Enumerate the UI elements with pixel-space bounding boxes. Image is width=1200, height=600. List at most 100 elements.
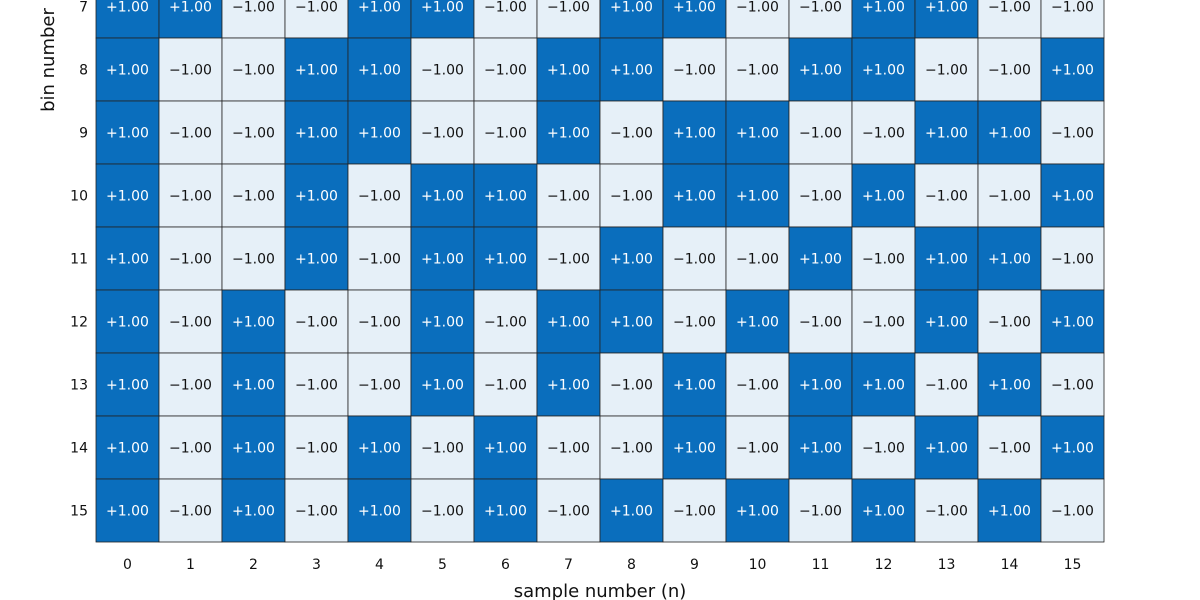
cell-value-label: −1.00 (925, 63, 968, 79)
y-tick-label: 13 (70, 378, 88, 394)
heatmap-cell (221, 226, 286, 291)
cell-value-label: −1.00 (484, 378, 527, 394)
heatmap-cell (725, 478, 790, 543)
cell-value-label: −1.00 (736, 441, 779, 457)
cell-value-label: +1.00 (736, 189, 779, 205)
cell-value-label: −1.00 (232, 63, 275, 79)
heatmap-cell (473, 0, 538, 39)
heatmap-cell (473, 352, 538, 417)
heatmap-cell (599, 163, 664, 228)
heatmap-cell (851, 289, 916, 354)
heatmap-cell (221, 415, 286, 480)
y-tick-label: 12 (70, 315, 88, 331)
heatmap-cell (347, 352, 412, 417)
heatmap-cell (662, 478, 727, 543)
heatmap-cell (410, 289, 475, 354)
cell-value-label: +1.00 (421, 315, 464, 331)
cell-value-label: +1.00 (547, 126, 590, 142)
x-tick-label: 3 (312, 557, 321, 573)
cell-value-label: +1.00 (736, 504, 779, 520)
x-tick-label: 0 (123, 557, 132, 573)
y-tick-label: 14 (70, 441, 88, 457)
cell-value-label: +1.00 (232, 441, 275, 457)
cell-value-label: −1.00 (169, 63, 212, 79)
cell-value-label: −1.00 (169, 189, 212, 205)
cell-value-label: +1.00 (736, 126, 779, 142)
cell-value-label: −1.00 (295, 315, 338, 331)
cell-value-label: +1.00 (106, 315, 149, 331)
heatmap-cell (977, 352, 1042, 417)
cell-value-label: −1.00 (547, 441, 590, 457)
cell-value-label: −1.00 (925, 189, 968, 205)
y-tick-label: 15 (70, 504, 88, 520)
cell-value-label: −1.00 (358, 252, 401, 268)
cell-value-label: −1.00 (358, 315, 401, 331)
cell-value-label: −1.00 (673, 63, 716, 79)
cell-value-label: +1.00 (673, 0, 716, 16)
cell-value-label: −1.00 (673, 504, 716, 520)
heatmap-cell (410, 0, 475, 39)
heatmap-cell (536, 100, 601, 165)
cell-value-label: +1.00 (799, 378, 842, 394)
cell-value-label: −1.00 (673, 252, 716, 268)
cell-value-label: +1.00 (736, 315, 779, 331)
cell-value-label: −1.00 (610, 126, 653, 142)
cell-value-label: −1.00 (988, 189, 1031, 205)
heatmap-cell (599, 415, 664, 480)
cell-value-label: −1.00 (799, 504, 842, 520)
cell-value-label: −1.00 (610, 378, 653, 394)
heatmap-cell (536, 478, 601, 543)
cell-value-label: −1.00 (358, 378, 401, 394)
cell-value-label: +1.00 (1051, 315, 1094, 331)
heatmap-cell (1040, 289, 1105, 354)
x-tick-label: 9 (690, 557, 699, 573)
x-tick-label: 10 (749, 557, 767, 573)
heatmap-cell (914, 100, 979, 165)
cell-value-label: −1.00 (1051, 378, 1094, 394)
cell-value-label: +1.00 (988, 504, 1031, 520)
y-tick-label: 7 (79, 0, 88, 16)
heatmap-cell (473, 478, 538, 543)
heatmap-cells: +1.00 +1.00 −1.00 −1.00 +1.00 +1.00 −1.00 −1.00… (95, 0, 1105, 543)
cell-value-label: −1.00 (736, 378, 779, 394)
heatmap-cell (662, 37, 727, 102)
cell-value-label: −1.00 (736, 0, 779, 16)
heatmap-cell (347, 289, 412, 354)
heatmap-cell (788, 478, 853, 543)
x-tick-label: 8 (627, 557, 636, 573)
cell-value-label: +1.00 (484, 441, 527, 457)
x-tick-label: 2 (249, 557, 258, 573)
cell-value-label: −1.00 (862, 126, 905, 142)
cell-value-label: +1.00 (106, 0, 149, 16)
heatmap-cell (725, 0, 790, 39)
cell-value-label: +1.00 (610, 504, 653, 520)
cell-value-label: +1.00 (1051, 441, 1094, 457)
heatmap-cell (158, 163, 223, 228)
cell-value-label: −1.00 (988, 63, 1031, 79)
heatmap-cell (536, 0, 601, 39)
cell-value-label: −1.00 (988, 315, 1031, 331)
heatmap-cell (95, 0, 160, 39)
cell-value-label: −1.00 (484, 63, 527, 79)
cell-value-label: +1.00 (799, 441, 842, 457)
cell-value-label: −1.00 (1051, 0, 1094, 16)
heatmap-cell (977, 37, 1042, 102)
heatmap-cell (914, 478, 979, 543)
cell-value-label: +1.00 (862, 63, 905, 79)
cell-value-label: +1.00 (925, 315, 968, 331)
heatmap-cell (347, 226, 412, 291)
cell-value-label: −1.00 (1051, 252, 1094, 268)
cell-value-label: +1.00 (232, 315, 275, 331)
cell-value-label: −1.00 (169, 441, 212, 457)
cell-value-label: −1.00 (295, 441, 338, 457)
heatmap-cell (221, 352, 286, 417)
cell-value-label: −1.00 (1051, 126, 1094, 142)
cell-value-label: −1.00 (988, 441, 1031, 457)
cell-value-label: −1.00 (295, 0, 338, 16)
cell-value-label: −1.00 (169, 504, 212, 520)
cell-value-label: +1.00 (925, 126, 968, 142)
cell-value-label: −1.00 (925, 504, 968, 520)
heatmap-cell (473, 100, 538, 165)
x-tick-label: 5 (438, 557, 447, 573)
